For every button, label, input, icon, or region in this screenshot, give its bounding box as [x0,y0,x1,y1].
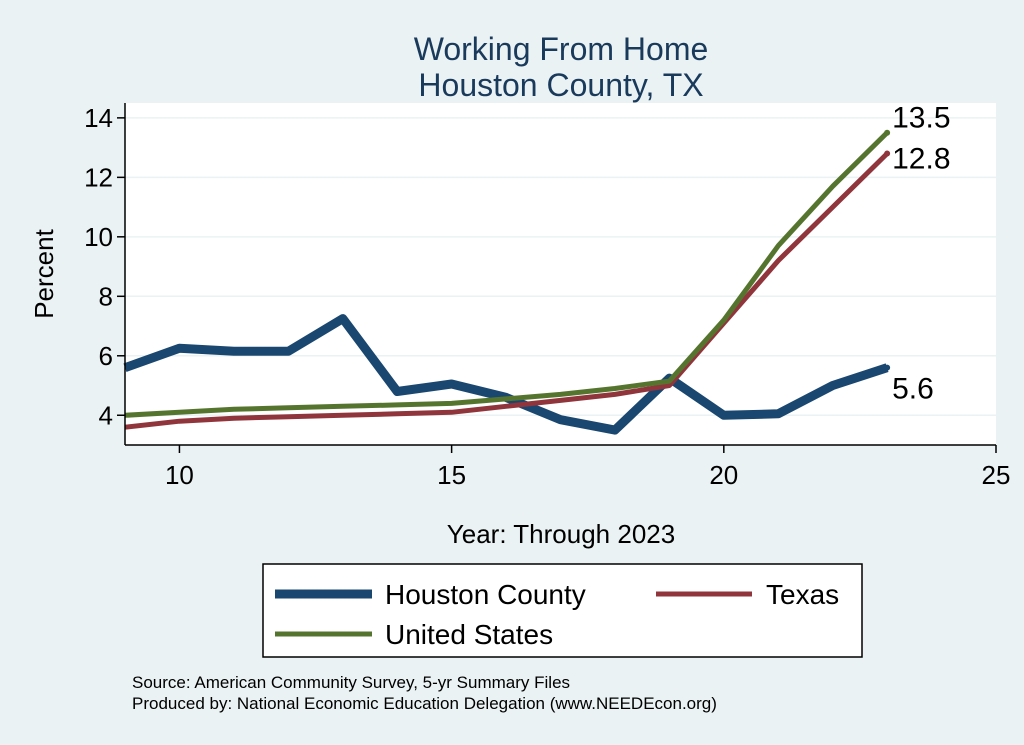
source-line-1: Source: American Community Survey, 5-yr … [132,673,570,692]
y-tick-label: 10 [84,222,113,252]
y-tick-label: 14 [84,103,113,133]
series-line-texas [124,151,889,430]
x-tick-label: 25 [982,460,1011,490]
end-label-united-states: 13.5 [892,102,950,135]
y-axis-label: Percent [29,228,59,318]
x-tick-label: 20 [709,460,738,490]
legend-box [262,563,863,658]
series-end-point-texas [884,150,891,157]
x-tick-label: 15 [437,460,466,490]
series-line-united-states [124,130,889,418]
x-tick-label: 10 [165,460,194,490]
y-tick-label: 6 [99,341,113,371]
y-tick-label: 4 [99,400,113,430]
plot-area [125,103,996,445]
legend-label-united-states: United States [385,619,553,650]
series-lines [123,129,891,435]
source-line-2: Produced by: National Economic Education… [132,694,717,713]
series-end-point-houston-county [884,364,891,371]
end-label-houston-county: 5.6 [892,373,934,406]
y-tick-label: 12 [84,162,113,192]
chart-title-line-2: Houston County, TX [418,67,703,103]
legend: Houston County Texas United States [262,563,863,658]
y-tick-label: 8 [99,281,113,311]
x-axis-label: Year: Through 2023 [447,519,675,549]
end-label-texas: 12.8 [892,143,950,176]
legend-label-texas: Texas [766,579,839,610]
axes: 4 6 8 10 12 14 10 15 20 25 [84,103,1010,490]
chart-title-line-1: Working From Home [414,31,709,67]
end-labels: 5.6 12.8 13.5 [892,102,950,406]
series-end-point-united-states [884,129,891,136]
legend-label-houston-county: Houston County [385,579,586,610]
